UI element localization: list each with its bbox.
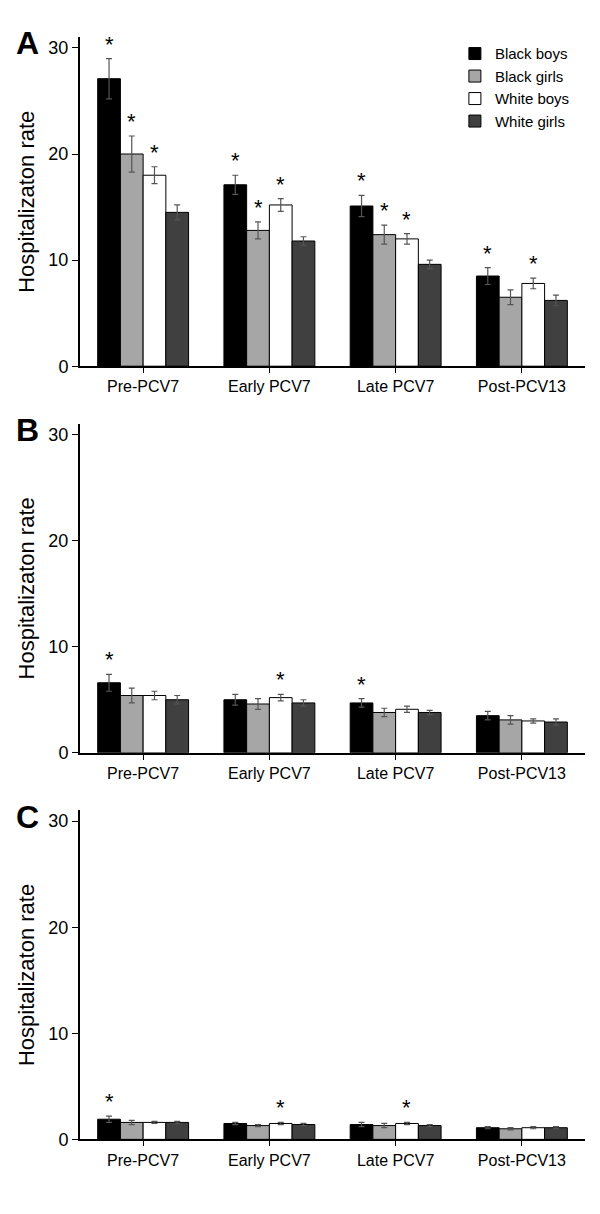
svg-text:Black boys: Black boys xyxy=(495,45,568,62)
svg-text:C: C xyxy=(16,799,39,835)
svg-text:*: * xyxy=(402,207,411,232)
svg-text:*: * xyxy=(276,1095,285,1120)
svg-text:20: 20 xyxy=(48,144,68,164)
svg-text:Pre-PCV7: Pre-PCV7 xyxy=(107,765,179,782)
svg-text:B: B xyxy=(16,412,39,448)
svg-text:10: 10 xyxy=(48,637,68,657)
svg-text:Late PCV7: Late PCV7 xyxy=(357,1152,434,1169)
svg-text:Late PCV7: Late PCV7 xyxy=(357,378,434,395)
svg-text:Late PCV7: Late PCV7 xyxy=(357,765,434,782)
svg-text:*: * xyxy=(357,672,366,697)
svg-text:Early PCV7: Early PCV7 xyxy=(228,378,311,395)
svg-text:30: 30 xyxy=(48,38,68,58)
svg-text:0: 0 xyxy=(58,357,68,377)
svg-text:20: 20 xyxy=(48,531,68,551)
svg-text:*: * xyxy=(105,32,114,57)
svg-text:White boys: White boys xyxy=(495,90,569,107)
svg-text:Post-PCV13: Post-PCV13 xyxy=(478,1152,566,1169)
svg-text:0: 0 xyxy=(58,1130,68,1150)
svg-text:*: * xyxy=(105,1089,114,1114)
svg-text:0: 0 xyxy=(58,743,68,763)
svg-text:*: * xyxy=(380,198,389,223)
svg-text:*: * xyxy=(105,647,114,672)
svg-text:Hospitalizaton rate: Hospitalizaton rate xyxy=(14,884,39,1066)
svg-text:30: 30 xyxy=(48,425,68,445)
svg-text:Post-PCV13: Post-PCV13 xyxy=(478,378,566,395)
svg-text:Hospitalizaton rate: Hospitalizaton rate xyxy=(14,111,39,293)
svg-text:Post-PCV13: Post-PCV13 xyxy=(478,765,566,782)
svg-text:*: * xyxy=(127,109,136,134)
svg-text:30: 30 xyxy=(48,811,68,831)
svg-text:*: * xyxy=(529,251,538,276)
svg-text:*: * xyxy=(150,140,159,165)
svg-text:Pre-PCV7: Pre-PCV7 xyxy=(107,1152,179,1169)
svg-text:Black girls: Black girls xyxy=(495,68,563,85)
svg-text:White girls: White girls xyxy=(495,113,565,130)
svg-text:*: * xyxy=(357,168,366,193)
svg-text:*: * xyxy=(276,667,285,692)
svg-text:10: 10 xyxy=(48,250,68,270)
svg-text:Early PCV7: Early PCV7 xyxy=(228,1152,311,1169)
svg-text:Hospitalizaton rate: Hospitalizaton rate xyxy=(14,497,39,679)
svg-text:*: * xyxy=(254,195,263,220)
svg-text:*: * xyxy=(276,172,285,197)
svg-text:*: * xyxy=(483,241,492,266)
svg-text:20: 20 xyxy=(48,917,68,937)
svg-text:Pre-PCV7: Pre-PCV7 xyxy=(107,378,179,395)
svg-text:A: A xyxy=(16,25,39,61)
svg-text:*: * xyxy=(231,148,240,173)
svg-text:Early PCV7: Early PCV7 xyxy=(228,765,311,782)
svg-text:*: * xyxy=(402,1095,411,1120)
svg-text:10: 10 xyxy=(48,1024,68,1044)
